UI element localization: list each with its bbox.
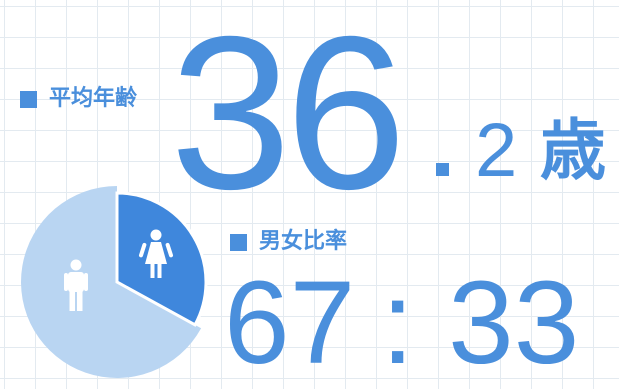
square-bullet-icon [20,90,37,108]
average-age-label: 平均年齢 [20,88,137,110]
average-age-unit: 歳 [540,112,606,189]
male-person-icon [64,259,88,311]
average-age-decimal: 2 [436,113,517,189]
gender-ratio-male: 67 [224,257,356,389]
average-age-integer: 36 [170,0,406,235]
pie-slice-male [21,186,202,378]
gender-ratio-value: 67:33 [224,264,579,382]
decimal-point [436,163,449,176]
gender-pie-chart [21,186,208,378]
gender-ratio-label-text: 男女比率 [259,229,348,254]
female-person-icon [138,229,174,278]
gender-ratio-female: 33 [448,257,580,389]
average-age-label-text: 平均年齢 [49,86,138,111]
square-bullet-icon [230,233,247,251]
gender-ratio-separator: : [381,257,415,389]
gender-ratio-label: 男女比率 [230,231,347,253]
average-age-decimal-value: 2 [475,108,518,193]
